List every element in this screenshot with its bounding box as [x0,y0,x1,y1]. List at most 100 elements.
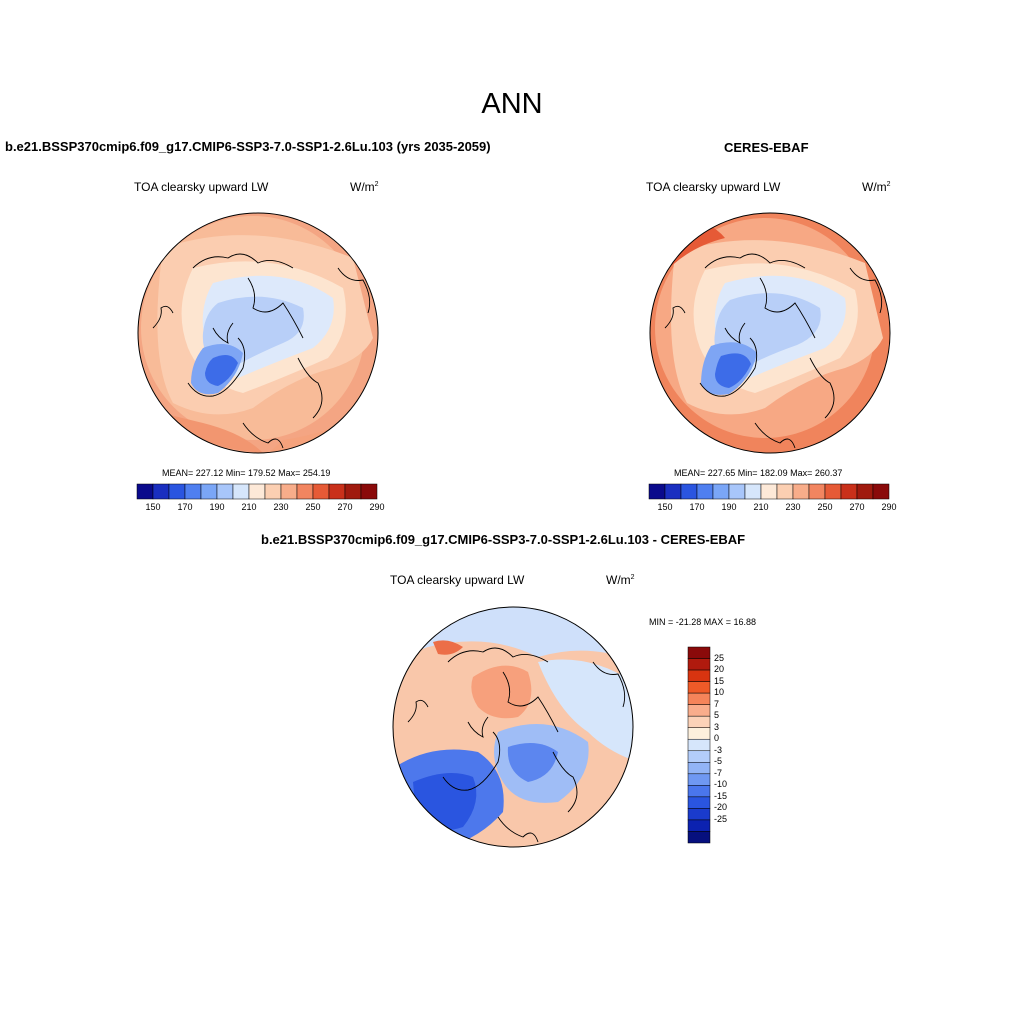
obs-colorbar-swatch [840,483,858,500]
obs-panel-title: CERES-EBAF [724,140,809,155]
diff-colorbar-swatch [687,819,711,832]
obs-colorbar [648,483,890,500]
model-colorbar-swatch [328,483,346,500]
obs-colorbar-swatch [664,483,682,500]
diff-colorbar-tick-label: 10 [714,687,725,698]
obs-colorbar-swatch [808,483,826,500]
model-colorbar-swatch [168,483,186,500]
model-colorbar-tick-label: 150 [145,502,161,512]
diff-colorbar-tick-label: -10 [714,779,728,790]
diff-colorbar-swatch [687,669,711,682]
diff-colorbar-swatch [687,831,711,844]
diff-variable-label: TOA clearsky upward LW [390,573,525,587]
diff-colorbar-swatch [687,750,711,763]
model-variable-label: TOA clearsky upward LW [134,180,269,194]
obs-variable-label: TOA clearsky upward LW [646,180,781,194]
model-stats: MEAN= 227.12 Min= 179.52 Max= 254.19 [162,468,331,478]
diff-stats: MIN = -21.28 MAX = 16.88 [649,617,757,627]
diff-colorbar-tick-label: 5 [714,710,720,721]
model-colorbar-tick-label: 230 [273,502,289,512]
diff-colorbar-swatch [687,773,711,786]
diff-colorbar [687,646,711,844]
diff-colorbar-swatch [687,704,711,717]
diff-colorbar-tick-label: -20 [714,802,728,813]
model-colorbar-swatch [184,483,202,500]
obs-stats: MEAN= 227.65 Min= 182.09 Max= 260.37 [674,468,843,478]
diff-colorbar-swatch [687,715,711,728]
diff-colorbar-tick-label: -5 [714,756,723,767]
model-colorbar-swatch [216,483,234,500]
diff-colorbar-tick-label: 20 [714,664,725,675]
model-colorbar-swatch [344,483,362,500]
diff-colorbar-swatch [687,796,711,809]
obs-colorbar-tick-label: 230 [785,502,801,512]
diff-colorbar-tick-label: 0 [714,733,720,744]
obs-colorbar-swatch [776,483,794,500]
obs-colorbar-swatch [744,483,762,500]
obs-colorbar-swatch [696,483,714,500]
diff-colorbar-tick-label: 7 [714,698,720,709]
model-colorbar-tick-label: 290 [369,502,385,512]
obs-colorbar-swatch [856,483,874,500]
diff-colorbar-tick-label: -25 [714,813,728,824]
diff-colorbar-swatch [687,762,711,775]
obs-colorbar-swatch [760,483,778,500]
diff-colorbar-swatch [687,738,711,752]
diff-panel-title: b.e21.BSSP370cmip6.f09_g17.CMIP6-SSP3-7.… [261,532,746,547]
diff-colorbar-swatch [687,681,711,694]
diff-colorbar-swatch [687,808,711,821]
model-colorbar-tick-label: 190 [209,502,225,512]
diff-colorbar-tick-label: 15 [714,675,725,686]
obs-polar-map [649,212,891,454]
diff-colorbar-swatch [687,692,711,705]
model-colorbar-swatch [232,483,250,500]
model-units-label: W/m2 [350,180,379,194]
model-colorbar-swatch [264,483,282,500]
model-polar-map [137,212,379,454]
obs-colorbar-swatch [648,483,666,500]
model-colorbar-tick-label: 250 [305,502,321,512]
obs-units-label: W/m2 [862,180,891,194]
obs-colorbar-tick-label: 210 [753,502,769,512]
model-colorbar-swatch [152,483,170,500]
model-colorbar-swatch [248,483,266,500]
diff-colorbar-tick-label: -3 [714,744,723,755]
obs-colorbar-swatch [728,483,746,500]
diff-polar-map [392,606,634,848]
diff-colorbar-swatch [687,727,711,740]
diff-colorbar-swatch [687,658,711,671]
diff-colorbar-swatch [687,646,711,659]
obs-colorbar-swatch [712,483,730,500]
diff-colorbar-swatch [687,785,711,798]
diff-colorbar-tick-label: -7 [714,767,723,778]
obs-colorbar-tick-label: 290 [881,502,897,512]
obs-colorbar-tick-label: 170 [689,502,705,512]
obs-colorbar-tick-label: 150 [657,502,673,512]
model-colorbar-tick-label: 270 [337,502,353,512]
diff-colorbar-tick-label: 3 [714,721,720,732]
model-colorbar-swatch [200,483,218,500]
model-colorbar-swatch [280,483,298,500]
model-panel-title: b.e21.BSSP370cmip6.f09_g17.CMIP6-SSP3-7.… [5,139,491,154]
model-colorbar-swatch [360,483,378,500]
obs-colorbar-swatch [824,483,842,500]
obs-colorbar-tick-label: 270 [849,502,865,512]
model-colorbar-tick-label: 170 [177,502,193,512]
figure-title: ANN [481,88,543,120]
diff-units-label: W/m2 [606,573,635,587]
obs-colorbar-ticks: 150 170 190 210 230 250 270 290 [649,502,896,514]
model-colorbar-swatch [136,483,154,500]
model-colorbar-tick-label: 210 [241,502,257,512]
model-colorbar [136,483,378,500]
diff-colorbar-tick-label: 25 [714,652,725,663]
diff-colorbar-ticks: 25 20 15 10 7 5 3 0 -3 -5 -7 -10 -15 -20 -25 [712,647,752,843]
model-colorbar-ticks: 150 170 190 210 230 250 270 290 [137,502,384,514]
obs-colorbar-tick-label: 190 [721,502,737,512]
obs-colorbar-swatch [680,483,698,500]
diff-colorbar-tick-label: -15 [714,790,728,801]
model-colorbar-swatch [312,483,330,500]
obs-colorbar-swatch [872,483,890,500]
obs-colorbar-tick-label: 250 [817,502,833,512]
obs-colorbar-swatch [792,483,810,500]
model-colorbar-swatch [296,483,314,500]
